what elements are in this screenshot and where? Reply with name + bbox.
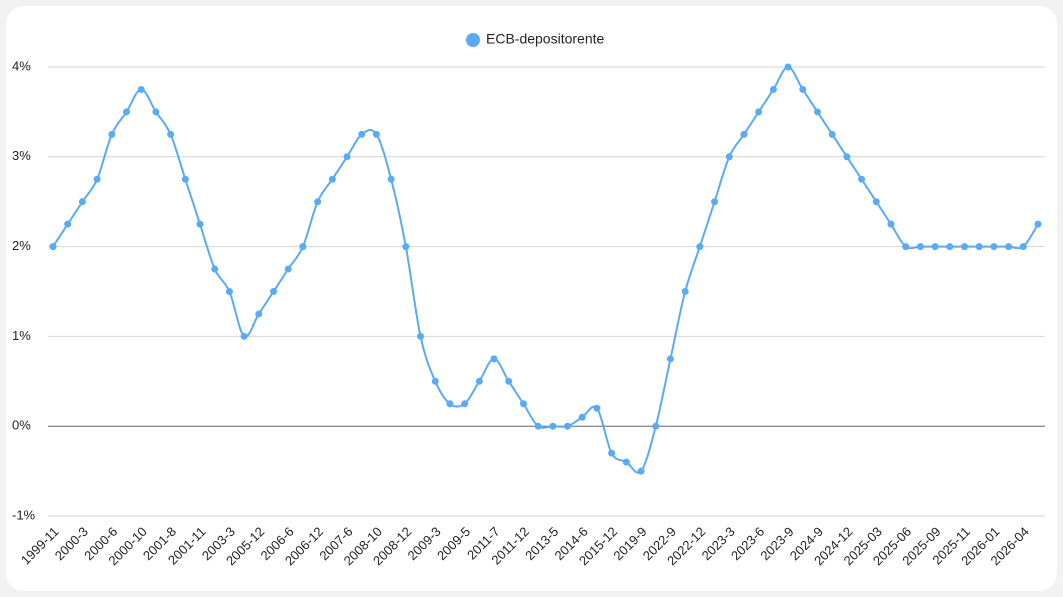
data-point bbox=[93, 175, 101, 183]
data-point bbox=[240, 332, 248, 340]
data-point bbox=[328, 175, 336, 183]
y-tick-label: 2% bbox=[12, 238, 31, 253]
data-point bbox=[975, 243, 983, 251]
data-point bbox=[137, 85, 145, 93]
data-point bbox=[152, 108, 160, 116]
data-point bbox=[740, 130, 748, 138]
data-point bbox=[78, 198, 86, 206]
data-point bbox=[534, 422, 542, 430]
data-point bbox=[505, 377, 513, 385]
data-point bbox=[666, 355, 674, 363]
y-tick-label: 4% bbox=[12, 58, 31, 73]
data-point bbox=[270, 288, 278, 295]
data-point bbox=[916, 243, 924, 251]
data-point bbox=[769, 85, 777, 93]
series-line bbox=[52, 65, 1039, 474]
data-point bbox=[402, 243, 410, 251]
data-point bbox=[108, 130, 116, 138]
data-point bbox=[784, 63, 792, 71]
data-point bbox=[608, 449, 616, 457]
y-tick-label: 3% bbox=[12, 148, 31, 163]
data-point bbox=[931, 243, 939, 251]
data-point bbox=[990, 243, 998, 251]
data-point bbox=[799, 85, 807, 93]
data-point bbox=[211, 265, 219, 273]
data-point bbox=[593, 404, 601, 412]
data-point bbox=[314, 198, 322, 206]
data-point bbox=[696, 243, 704, 251]
y-tick-label: -1% bbox=[12, 507, 36, 522]
data-point bbox=[828, 130, 836, 138]
data-point bbox=[461, 400, 469, 408]
y-tick-label: 0% bbox=[12, 418, 31, 433]
data-point bbox=[578, 413, 586, 421]
data-point bbox=[843, 153, 851, 161]
data-point bbox=[872, 198, 880, 206]
data-point bbox=[167, 130, 175, 138]
data-point bbox=[490, 355, 498, 363]
data-point bbox=[1005, 243, 1013, 251]
data-point bbox=[902, 243, 910, 251]
y-tick-label: 1% bbox=[12, 328, 31, 343]
data-point bbox=[549, 422, 557, 430]
data-point bbox=[637, 467, 645, 475]
data-point bbox=[49, 243, 57, 251]
legend-swatch bbox=[466, 33, 480, 47]
data-point bbox=[475, 377, 483, 385]
data-point bbox=[887, 220, 895, 228]
data-point bbox=[181, 175, 189, 183]
data-point bbox=[417, 332, 425, 340]
data-point bbox=[284, 265, 292, 273]
x-tick-label: 2009-5 bbox=[434, 524, 473, 563]
data-point bbox=[960, 243, 968, 251]
data-point bbox=[858, 175, 866, 183]
data-point bbox=[725, 153, 733, 161]
data-point bbox=[519, 400, 527, 408]
x-tick-label: 1999-11 bbox=[18, 524, 62, 568]
data-point bbox=[358, 130, 366, 138]
data-point bbox=[64, 220, 72, 228]
data-point bbox=[652, 422, 660, 430]
data-point bbox=[813, 108, 821, 116]
data-point bbox=[622, 458, 630, 466]
data-point bbox=[446, 400, 454, 408]
data-point bbox=[711, 198, 719, 206]
legend-label: ECB-depositorente bbox=[486, 31, 605, 47]
data-point bbox=[387, 175, 395, 183]
data-point bbox=[1034, 220, 1042, 228]
data-point bbox=[431, 377, 439, 385]
card bbox=[6, 6, 1057, 591]
data-point bbox=[564, 422, 572, 430]
data-point bbox=[196, 220, 204, 228]
data-point bbox=[946, 243, 954, 251]
data-point bbox=[225, 288, 233, 295]
data-point bbox=[299, 243, 307, 251]
data-point bbox=[372, 130, 380, 138]
data-point bbox=[1019, 243, 1027, 251]
data-point bbox=[343, 153, 351, 161]
data-point bbox=[123, 108, 131, 116]
data-point bbox=[681, 288, 689, 295]
data-point bbox=[255, 310, 263, 318]
data-point bbox=[755, 108, 763, 116]
